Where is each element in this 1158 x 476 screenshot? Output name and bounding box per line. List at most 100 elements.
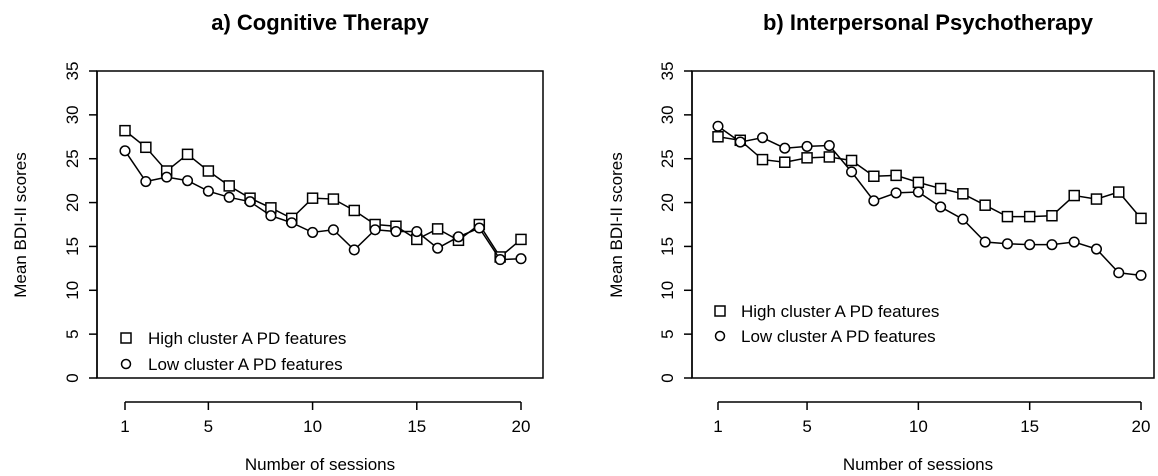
- data-point-circle: [223, 191, 235, 203]
- data-point-square: [202, 165, 215, 177]
- data-point-circle: [1090, 243, 1103, 255]
- data-point-circle: [734, 136, 746, 148]
- y-tick-label: 20: [63, 193, 82, 212]
- y-tick-label: 5: [63, 329, 82, 338]
- data-point-circle: [494, 254, 506, 266]
- data-point-square: [1001, 210, 1014, 223]
- data-point-square: [223, 180, 235, 192]
- data-point-circle: [979, 236, 991, 248]
- y-tick-label: 10: [658, 281, 677, 300]
- y-tick-label: 15: [658, 237, 677, 256]
- data-point-square: [348, 204, 361, 217]
- data-point-circle: [1024, 239, 1036, 251]
- data-point-square: [779, 156, 791, 168]
- data-point-square: [712, 131, 724, 143]
- legend-marker-circle: [714, 330, 726, 342]
- chart-panel-interpersonal-psychotherapy: b) Interpersonal Psychotherapy Number of…: [607, 10, 1155, 474]
- data-point-square: [934, 182, 947, 195]
- y-tick-label: 35: [63, 62, 82, 81]
- data-point-circle: [473, 222, 485, 234]
- data-point-circle: [390, 225, 402, 238]
- x-tick-label: 20: [1132, 417, 1151, 436]
- y-tick-label: 10: [63, 281, 82, 300]
- data-point-circle: [779, 142, 791, 154]
- legend-label-low: Low cluster A PD features: [148, 355, 343, 374]
- chart-panel-cognitive-therapy: a) Cognitive Therapy Number of sessions …: [11, 10, 544, 474]
- data-point-circle: [244, 196, 256, 208]
- y-tick-label: 20: [658, 193, 677, 212]
- data-point-square: [1023, 210, 1036, 223]
- legend-label-high: High cluster A PD features: [148, 329, 346, 348]
- data-point-circle: [432, 242, 444, 254]
- data-point-square: [119, 124, 131, 137]
- data-point-square: [979, 199, 991, 211]
- y-tick-label: 25: [63, 149, 82, 168]
- data-point-circle: [265, 210, 277, 222]
- data-point-circle: [202, 185, 214, 197]
- legend-label-low: Low cluster A PD features: [741, 327, 936, 346]
- y-tick-label: 35: [658, 62, 677, 81]
- data-point-square: [140, 141, 152, 154]
- series-layer: [119, 124, 527, 266]
- data-point-circle: [912, 186, 924, 198]
- data-point-square: [306, 192, 319, 204]
- data-point-circle: [286, 217, 298, 229]
- data-point-circle: [846, 166, 858, 178]
- data-point-circle: [868, 195, 880, 207]
- x-tick-label: 10: [303, 417, 322, 436]
- x-tick-label: 15: [407, 417, 426, 436]
- data-point-circle: [823, 140, 835, 152]
- data-point-circle: [890, 187, 902, 199]
- y-tick-label: 15: [63, 237, 82, 256]
- data-point-square: [1112, 186, 1125, 198]
- x-tick-label: 20: [512, 417, 531, 436]
- data-point-square: [431, 223, 444, 235]
- data-point-square: [1068, 189, 1080, 202]
- legend: High cluster A PD features Low cluster A…: [714, 302, 939, 346]
- x-tick-label: 15: [1020, 417, 1039, 436]
- legend-label-high: High cluster A PD features: [741, 302, 939, 321]
- legend: High cluster A PD features Low cluster A…: [120, 329, 346, 374]
- data-point-circle: [756, 132, 769, 144]
- data-point-square: [957, 188, 969, 200]
- data-point-square: [868, 170, 880, 183]
- data-point-square: [515, 233, 527, 246]
- data-point-circle: [140, 175, 152, 188]
- data-point-circle: [119, 145, 131, 157]
- data-point-circle: [515, 253, 527, 265]
- data-point-square: [890, 169, 902, 182]
- x-tick-label: 1: [120, 417, 129, 436]
- data-point-circle: [1135, 269, 1147, 281]
- data-point-circle: [369, 224, 381, 236]
- chart-title: b) Interpersonal Psychotherapy: [763, 10, 1094, 35]
- data-point-square: [823, 151, 836, 163]
- x-axis-label: Number of sessions: [843, 455, 993, 474]
- data-point-square: [181, 148, 194, 161]
- data-point-circle: [348, 244, 360, 256]
- x-tick-label: 1: [713, 417, 722, 436]
- data-point-square: [845, 154, 858, 167]
- data-point-circle: [1046, 239, 1058, 251]
- chart-title: a) Cognitive Therapy: [211, 10, 429, 35]
- data-point-circle: [1068, 236, 1080, 248]
- y-tick-label: 30: [658, 105, 677, 124]
- data-point-circle: [327, 224, 339, 236]
- y-axis-label: Mean BDI-II scores: [607, 152, 626, 298]
- data-point-circle: [411, 225, 423, 238]
- data-point-square: [912, 176, 925, 189]
- y-tick-label: 0: [658, 373, 677, 382]
- x-tick-label: 5: [204, 417, 213, 436]
- series-layer: [712, 120, 1147, 281]
- data-point-circle: [161, 171, 173, 183]
- y-tick-label: 0: [63, 373, 82, 382]
- x-axis-label: Number of sessions: [245, 455, 395, 474]
- data-point-circle: [1001, 238, 1013, 250]
- data-point-circle: [801, 140, 813, 152]
- data-point-square: [1135, 212, 1147, 225]
- data-point-circle: [935, 201, 947, 213]
- y-tick-label: 30: [63, 105, 82, 124]
- data-point-circle: [181, 175, 194, 187]
- data-point-square: [1090, 193, 1103, 205]
- data-point-circle: [452, 231, 465, 243]
